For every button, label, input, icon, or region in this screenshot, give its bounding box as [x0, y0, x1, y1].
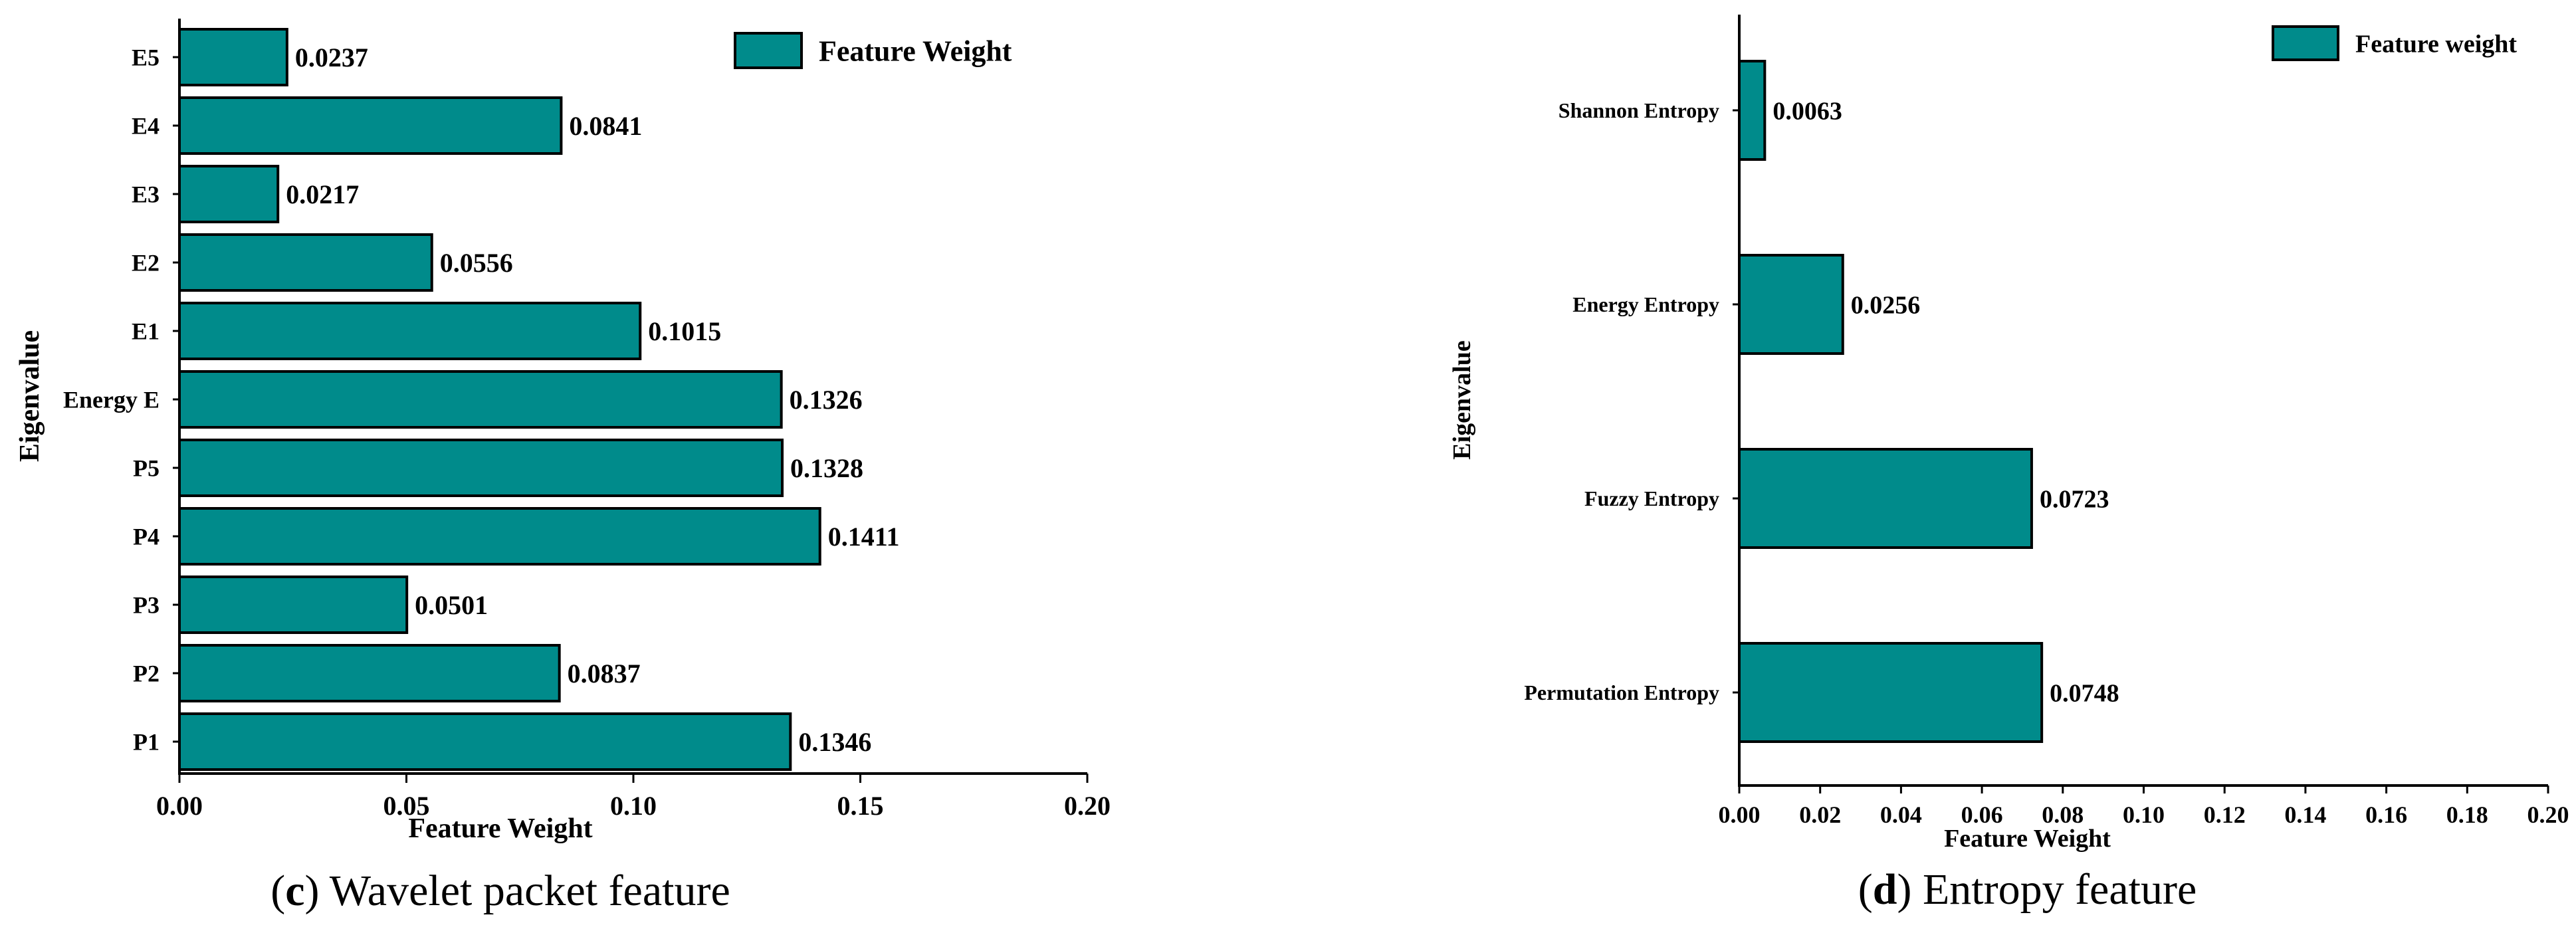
bar-p1	[178, 712, 792, 771]
x-tick-label: 0.15	[837, 791, 884, 821]
panel-caption: (d) Entropy feature	[1858, 865, 2197, 914]
y-axis-title: Eigenvalue	[1448, 340, 1476, 459]
legend-swatch	[2272, 25, 2339, 61]
bar-p3	[178, 576, 409, 634]
category-label: Energy Entropy	[1572, 292, 1719, 316]
x-tick-label: 0.00	[156, 791, 203, 821]
category-label: E5	[132, 45, 160, 71]
data-label: 0.0256	[1851, 291, 1921, 319]
caption-letter: d	[1873, 865, 1897, 914]
x-axis-title: Feature Weight	[1944, 825, 2111, 853]
bar-e3	[178, 165, 280, 223]
bar-energy-entropy	[1738, 254, 1844, 355]
category-label: P4	[133, 524, 160, 550]
category-label: P1	[133, 729, 160, 756]
x-tick-label: 0.10	[610, 791, 657, 821]
bar-e4	[178, 96, 563, 155]
data-label: 0.1326	[790, 385, 863, 415]
caption-text: Wavelet packet feature	[319, 867, 730, 915]
caption-paren-open: (	[270, 867, 285, 915]
x-tick-label: 0.05	[383, 791, 430, 821]
legend-swatch	[734, 32, 803, 69]
category-label: E2	[132, 250, 160, 276]
y-axis-title: Eigenvalue	[15, 330, 45, 462]
category-label: P3	[133, 592, 160, 619]
x-tick-label: 0.12	[2204, 801, 2246, 828]
bar-e2	[178, 233, 433, 292]
bar-energy-e	[178, 370, 783, 429]
category-label: E3	[132, 181, 160, 208]
x-tick-label: 0.20	[2527, 801, 2569, 828]
caption-paren-close: )	[305, 867, 320, 915]
data-label: 0.0237	[295, 43, 368, 72]
category-label: P2	[133, 661, 160, 687]
category-label: Fuzzy Entropy	[1584, 486, 1719, 510]
panel-caption: (c) Wavelet packet feature	[270, 867, 730, 915]
data-label: 0.1346	[798, 727, 871, 757]
x-tick-label: 0.16	[2365, 801, 2407, 828]
data-label: 0.0556	[440, 248, 513, 278]
data-label: 0.0501	[415, 590, 488, 620]
bar-p5	[178, 439, 784, 497]
x-tick-label: 0.00	[1719, 801, 1761, 828]
data-label: 0.1328	[790, 453, 863, 483]
data-label: 0.1411	[828, 522, 900, 552]
category-label: Shannon Entropy	[1558, 98, 1719, 122]
bar-permutation-entropy	[1738, 642, 2044, 743]
bar-e5	[178, 28, 288, 86]
caption-paren-close: )	[1897, 865, 1911, 914]
x-tick-label: 0.04	[1880, 801, 1922, 828]
caption-letter: c	[285, 867, 304, 915]
x-axis-title: Feature Weight	[408, 813, 592, 844]
bar-p4	[178, 507, 821, 566]
category-label: E4	[132, 113, 160, 140]
x-tick-label: 0.10	[2123, 801, 2165, 828]
x-tick-label: 0.02	[1799, 801, 1841, 828]
data-label: 0.0723	[2040, 485, 2109, 513]
category-label: E1	[132, 318, 160, 345]
bar-shannon-entropy	[1738, 60, 1767, 161]
x-tick-label: 0.14	[2284, 801, 2326, 828]
x-tick-label: 0.20	[1064, 791, 1111, 821]
x-tick-label: 0.18	[2446, 801, 2488, 828]
data-label: 0.0841	[569, 111, 642, 141]
category-label: P5	[133, 455, 160, 482]
x-tick-label: 0.06	[1961, 801, 2003, 828]
category-label: Energy E	[63, 387, 160, 413]
bar-p2	[178, 644, 561, 702]
legend-label: Feature Weight	[819, 35, 1012, 67]
bar-fuzzy-entropy	[1738, 448, 2033, 549]
x-tick-label: 0.08	[2042, 801, 2084, 828]
data-label: 0.0217	[286, 179, 359, 209]
data-label: 0.1015	[648, 316, 721, 346]
legend-label: Feature weight	[2355, 30, 2517, 58]
panel-d-entropy-chart: 0.0063 Shannon Entropy 0.0256 Energy Entrop…	[1448, 15, 2569, 914]
caption-text: Entropy feature	[1911, 865, 2197, 914]
panel-c-wavelet-packet-chart: 0.0237 E5 0.0841 E4 0.0217 E3 0.0556 E2 0.1015 E1…	[15, 19, 1111, 915]
category-label: Permutation Entropy	[1524, 681, 1719, 704]
data-label: 0.0063	[1772, 97, 1842, 125]
data-label: 0.0748	[2050, 679, 2119, 707]
data-label: 0.0837	[568, 659, 641, 688]
caption-paren-open: (	[1858, 865, 1873, 914]
bar-e1	[178, 302, 642, 360]
